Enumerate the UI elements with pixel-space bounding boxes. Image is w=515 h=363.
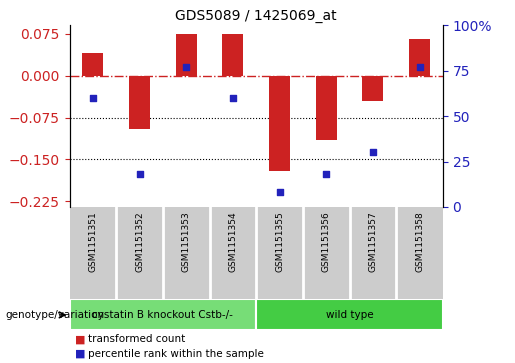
Text: transformed count: transformed count [88, 334, 185, 344]
Bar [82, 53, 104, 76]
Text: percentile rank within the sample: percentile rank within the sample [88, 349, 264, 359]
Bar [363, 76, 383, 101]
Text: GSM1151354: GSM1151354 [228, 212, 237, 272]
Point [322, 171, 330, 177]
Text: ■: ■ [75, 334, 85, 344]
Text: wild type: wild type [326, 310, 373, 320]
Point [369, 150, 377, 155]
Text: GSM1151352: GSM1151352 [135, 212, 144, 272]
Text: GSM1151355: GSM1151355 [275, 212, 284, 272]
Text: GSM1151351: GSM1151351 [89, 212, 97, 272]
Text: ■: ■ [75, 349, 85, 359]
Point [135, 171, 144, 177]
Point [276, 189, 284, 195]
Title: GDS5089 / 1425069_at: GDS5089 / 1425069_at [176, 9, 337, 23]
Bar [222, 34, 244, 76]
Point [416, 64, 424, 70]
Bar [256, 299, 443, 330]
Text: GSM1151357: GSM1151357 [368, 212, 377, 272]
Text: genotype/variation: genotype/variation [5, 310, 104, 320]
Point [182, 64, 191, 70]
Text: cystatin B knockout Cstb-/-: cystatin B knockout Cstb-/- [92, 310, 233, 320]
Point [229, 95, 237, 101]
Bar [316, 76, 337, 140]
Bar [129, 76, 150, 129]
Point [89, 95, 97, 101]
Text: GSM1151356: GSM1151356 [322, 212, 331, 272]
Bar [409, 39, 430, 76]
Bar [269, 76, 290, 171]
Text: GSM1151353: GSM1151353 [182, 212, 191, 272]
Bar [176, 34, 197, 76]
Bar [70, 299, 256, 330]
Text: GSM1151358: GSM1151358 [415, 212, 424, 272]
